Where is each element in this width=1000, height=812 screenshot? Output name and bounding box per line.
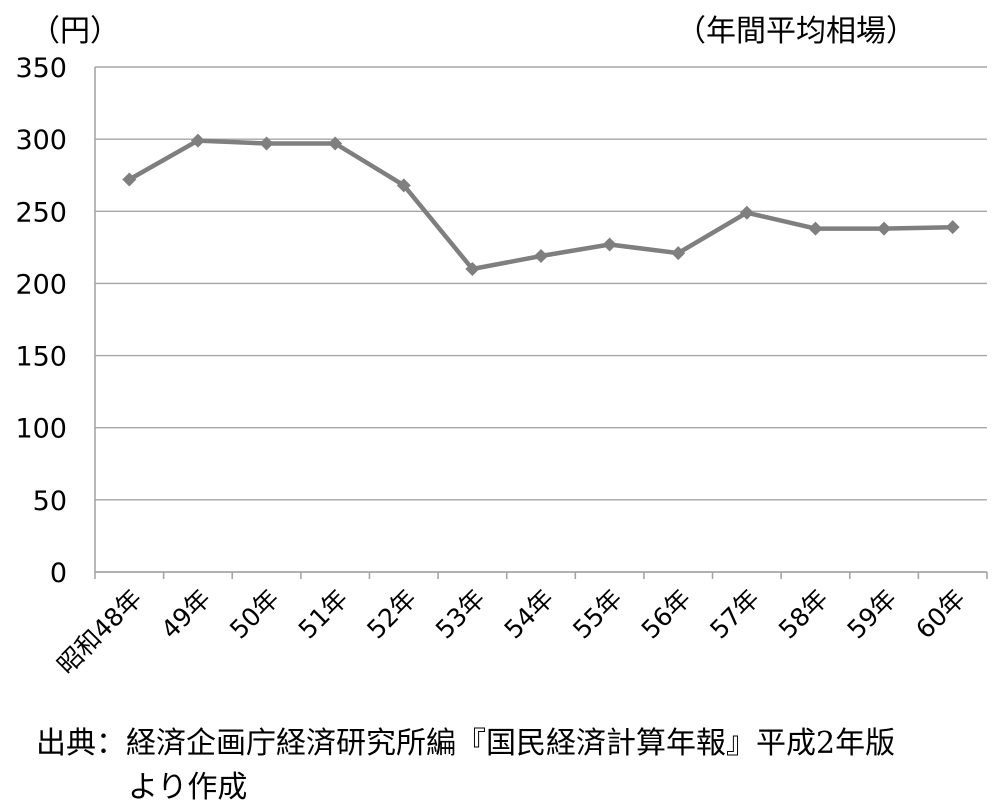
x-tick-label: 55年	[567, 584, 628, 645]
gridlines	[95, 66, 987, 573]
data-point-marker	[877, 221, 892, 236]
x-axis	[94, 67, 988, 579]
data-point-marker	[328, 136, 343, 151]
y-tick-label: 350	[15, 53, 67, 84]
data-point-marker	[190, 133, 205, 148]
y-tick-label: 250	[15, 197, 67, 228]
data-point-marker	[396, 178, 411, 193]
data-point-marker	[739, 205, 754, 220]
data-point-marker	[671, 246, 686, 261]
source-line-2: より作成	[128, 770, 248, 805]
source-note: 出典：経済企画庁経済研究所編『国民経済計算年報』平成2年版 より作成	[36, 722, 895, 810]
data-point-marker	[465, 262, 480, 276]
y-tick-label: 300	[15, 125, 67, 156]
y-axis-tick-labels: 0 50 100 150 200 250 300 350	[15, 53, 67, 589]
y-tick-label: 0	[50, 558, 67, 589]
y-tick-label: 150	[15, 342, 67, 373]
x-tick-label: 52年	[361, 584, 422, 645]
source-line-1: 出典：経済企画庁経済研究所編『国民経済計算年報』平成2年版	[36, 726, 896, 761]
x-tick-label: 53年	[430, 584, 491, 645]
x-tick-label: 50年	[224, 584, 285, 645]
data-point-marker	[534, 249, 548, 264]
y-tick-label: 100	[15, 414, 67, 445]
y-unit-label: （円）	[30, 14, 120, 49]
chart-subtitle: （年間平均相場）	[676, 14, 916, 49]
x-tick-label: 49年	[155, 584, 216, 645]
data-point-marker	[945, 220, 960, 235]
data-point-marker	[808, 221, 823, 236]
x-tick-label: 51年	[293, 584, 354, 645]
y-tick-label: 50	[33, 486, 67, 517]
data-point-marker	[259, 136, 274, 151]
x-tick-label: 59年	[842, 584, 903, 645]
x-tick-label: 昭和48年	[52, 584, 148, 680]
y-tick-label: 200	[15, 269, 67, 300]
x-tick-label: 60年	[910, 584, 971, 645]
x-tick-label: 56年	[636, 584, 697, 645]
x-tick-label: 58年	[773, 584, 834, 645]
data-points	[122, 133, 960, 276]
x-axis-tick-labels: 昭和48年 49年 50年 51年 52年 53年 54年 55年 56年 57年 58年 59年 60…	[52, 584, 971, 680]
data-point-marker	[602, 237, 617, 252]
x-tick-label: 57年	[704, 584, 765, 645]
data-point-marker	[122, 172, 137, 187]
x-tick-label: 54年	[499, 584, 560, 645]
